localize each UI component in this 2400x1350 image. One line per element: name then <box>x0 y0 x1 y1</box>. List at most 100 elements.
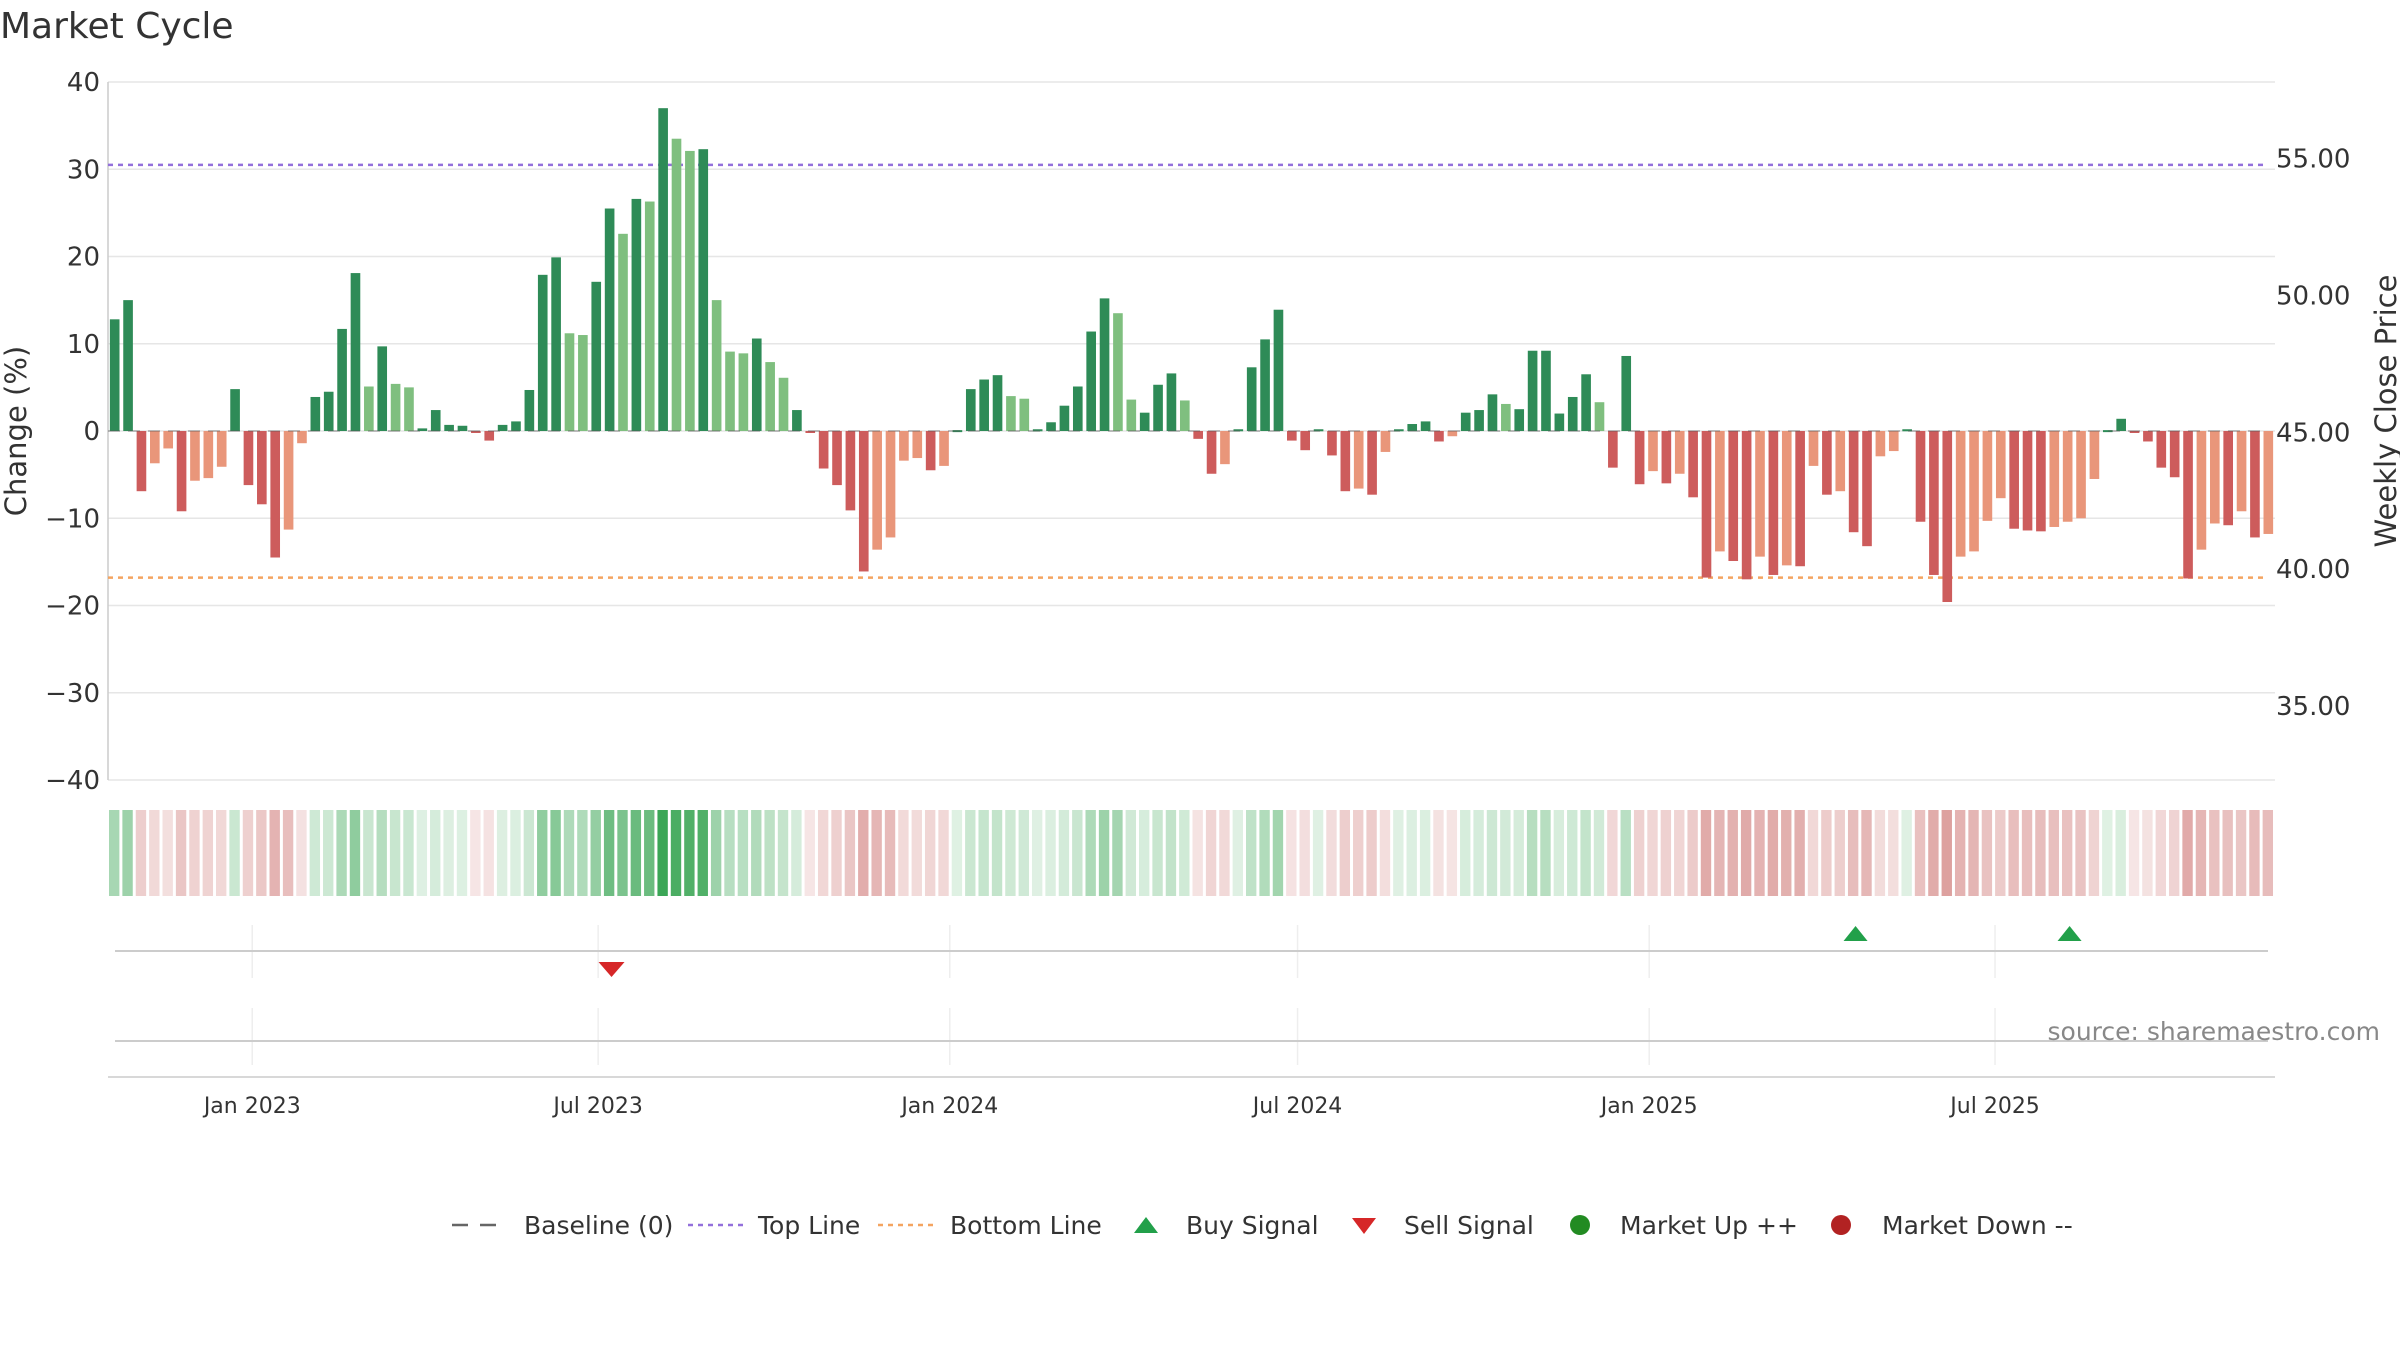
heat-cell <box>1847 810 1859 896</box>
bar <box>511 421 521 431</box>
heat-cell <box>1513 810 1524 896</box>
bar <box>751 338 762 431</box>
heat-cell <box>363 810 374 896</box>
heat-cell <box>2088 810 2100 896</box>
heat-cell <box>1299 810 1310 896</box>
y-tick-label: 0 <box>83 417 100 447</box>
bar <box>216 431 227 467</box>
heat-cell <box>1152 810 1163 896</box>
heat-cell <box>965 810 976 896</box>
heat-cell <box>309 810 321 896</box>
legend-label: Baseline (0) <box>524 1211 673 1240</box>
heat-cell <box>1700 810 1712 896</box>
bar <box>2143 431 2153 442</box>
heat-cell <box>1647 810 1658 896</box>
bar <box>123 300 133 431</box>
bar <box>150 431 160 464</box>
bar <box>417 428 428 431</box>
bar <box>564 333 575 431</box>
bar <box>444 424 454 431</box>
heat-cell <box>1138 810 1150 896</box>
bar <box>1741 431 1752 580</box>
bar <box>778 377 789 431</box>
heat-cell <box>282 810 294 896</box>
bar <box>537 274 548 431</box>
heat-cell <box>1219 810 1230 896</box>
bar <box>1059 405 1070 431</box>
bar <box>1206 431 1217 474</box>
heat-cell <box>1981 810 1993 896</box>
heat-cell <box>1740 810 1752 896</box>
bar <box>230 389 240 431</box>
heat-cell <box>2021 810 2033 896</box>
bar <box>350 273 361 431</box>
sell-signal-icon <box>598 962 625 977</box>
bar <box>310 396 321 431</box>
heat-cell <box>1005 810 1016 896</box>
bar <box>497 424 508 431</box>
bar <box>1808 431 1819 466</box>
heat-cell <box>1593 810 1605 896</box>
heat-cell <box>2155 810 2166 896</box>
heat-cell <box>1326 810 1337 896</box>
heat-cell <box>764 810 775 896</box>
bar <box>1541 350 1551 431</box>
heat-cell <box>2102 810 2113 896</box>
bar <box>1179 400 1190 431</box>
bar <box>1139 412 1150 431</box>
heat-cell <box>1674 810 1685 896</box>
bar <box>1594 402 1605 431</box>
heat-cell <box>644 810 655 896</box>
bar <box>1380 431 1391 452</box>
heat-cell <box>1286 810 1297 896</box>
heat-cell <box>443 810 454 896</box>
bar <box>1527 350 1538 431</box>
heat-cell <box>1473 810 1484 896</box>
bar <box>2169 431 2180 478</box>
bar <box>992 375 1003 431</box>
source-label: source: sharemaestro.com <box>2048 1017 2381 1046</box>
bar <box>283 431 294 530</box>
heat-cell <box>1446 810 1458 896</box>
heat-cell <box>751 810 762 896</box>
heat-cell <box>1500 810 1511 896</box>
heat-cell <box>1031 810 1043 896</box>
x-tick-label: Jul 2025 <box>1948 1094 2040 1119</box>
heat-cell <box>724 810 735 896</box>
bar <box>1126 399 1137 431</box>
bar <box>818 431 829 469</box>
bar <box>1969 431 1979 552</box>
heat-cell <box>1085 810 1096 896</box>
bar <box>1353 431 1364 489</box>
bar <box>2036 431 2046 532</box>
heat-cell <box>991 810 1003 896</box>
heat-cell <box>376 810 387 896</box>
heat-cell <box>2075 810 2086 896</box>
heat-cell <box>1727 810 1738 896</box>
heat-cell <box>924 810 936 896</box>
heat-cell <box>1580 810 1591 896</box>
y-tick-label: 40 <box>67 68 100 98</box>
heat-cell <box>1339 810 1351 896</box>
heat-cell <box>1526 810 1538 896</box>
bar <box>1822 431 1832 495</box>
bar <box>2129 431 2140 433</box>
buy-signal-icon <box>2057 926 2082 941</box>
legend-label: Buy Signal <box>1186 1211 1319 1240</box>
y2-tick-label: 45.00 <box>2276 418 2350 448</box>
bar <box>430 410 441 431</box>
bar <box>2116 418 2126 431</box>
heat-cell <box>630 810 642 896</box>
bar <box>711 300 722 431</box>
bar <box>1674 431 1685 474</box>
heat-cell <box>229 810 240 896</box>
heat-cell <box>1165 810 1177 896</box>
heat-cell <box>670 810 682 896</box>
bar <box>2076 431 2086 519</box>
heat-cell <box>1660 810 1672 896</box>
heat-cell <box>122 810 133 896</box>
heat-cell <box>483 810 494 896</box>
y-tick-label: −20 <box>45 592 100 622</box>
heat-cell <box>1112 810 1123 896</box>
bar <box>190 431 200 481</box>
